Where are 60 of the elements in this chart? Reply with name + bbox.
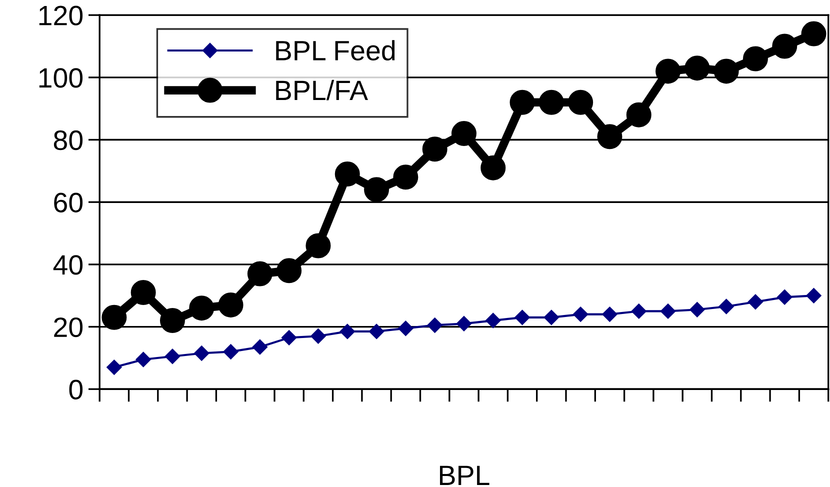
point bbox=[690, 302, 705, 318]
y-tick-label: 120 bbox=[39, 6, 83, 26]
point bbox=[160, 308, 185, 334]
y-tick-label: 60 bbox=[54, 192, 83, 212]
point bbox=[544, 310, 559, 325]
point bbox=[189, 296, 214, 321]
point bbox=[393, 164, 418, 190]
point bbox=[631, 304, 646, 319]
point bbox=[306, 233, 331, 258]
point bbox=[748, 294, 764, 310]
point bbox=[136, 352, 151, 368]
point bbox=[164, 348, 180, 364]
point bbox=[102, 304, 127, 330]
point bbox=[276, 258, 302, 284]
point bbox=[718, 298, 734, 314]
point bbox=[223, 344, 238, 360]
point bbox=[368, 324, 384, 340]
point bbox=[573, 306, 588, 322]
point bbox=[568, 90, 594, 115]
point bbox=[130, 280, 156, 305]
y-tick-label: 20 bbox=[54, 317, 83, 338]
point bbox=[714, 58, 739, 84]
point bbox=[660, 304, 676, 319]
y-tick-label: 80 bbox=[54, 130, 83, 150]
point bbox=[456, 316, 472, 332]
y-tick-label: 40 bbox=[53, 255, 83, 275]
legend-label: BPL/FA bbox=[276, 80, 368, 100]
point bbox=[194, 346, 210, 361]
point bbox=[777, 290, 792, 305]
point bbox=[480, 155, 506, 180]
point bbox=[801, 21, 826, 46]
point bbox=[602, 306, 618, 322]
point bbox=[422, 136, 448, 162]
point bbox=[656, 58, 681, 84]
y-tick-label: 100 bbox=[39, 68, 83, 88]
point bbox=[772, 34, 798, 59]
point bbox=[334, 162, 360, 187]
point bbox=[514, 310, 530, 325]
point bbox=[684, 56, 710, 81]
x-axis-title: BPL bbox=[440, 466, 490, 485]
point bbox=[282, 330, 297, 346]
point bbox=[486, 312, 501, 328]
point bbox=[218, 292, 244, 318]
point bbox=[806, 288, 822, 304]
point bbox=[510, 90, 535, 115]
point bbox=[451, 121, 476, 146]
point bbox=[310, 328, 326, 344]
point bbox=[626, 102, 652, 128]
point bbox=[247, 261, 272, 286]
point bbox=[252, 339, 268, 355]
point bbox=[364, 177, 390, 202]
point bbox=[106, 360, 122, 375]
point bbox=[340, 324, 355, 340]
point bbox=[597, 124, 622, 150]
point bbox=[742, 46, 768, 72]
point bbox=[538, 90, 564, 115]
y-tick-label: 0 bbox=[69, 380, 83, 400]
point bbox=[398, 320, 414, 336]
legend-label: BPL Feed bbox=[276, 40, 395, 60]
point bbox=[427, 318, 442, 333]
